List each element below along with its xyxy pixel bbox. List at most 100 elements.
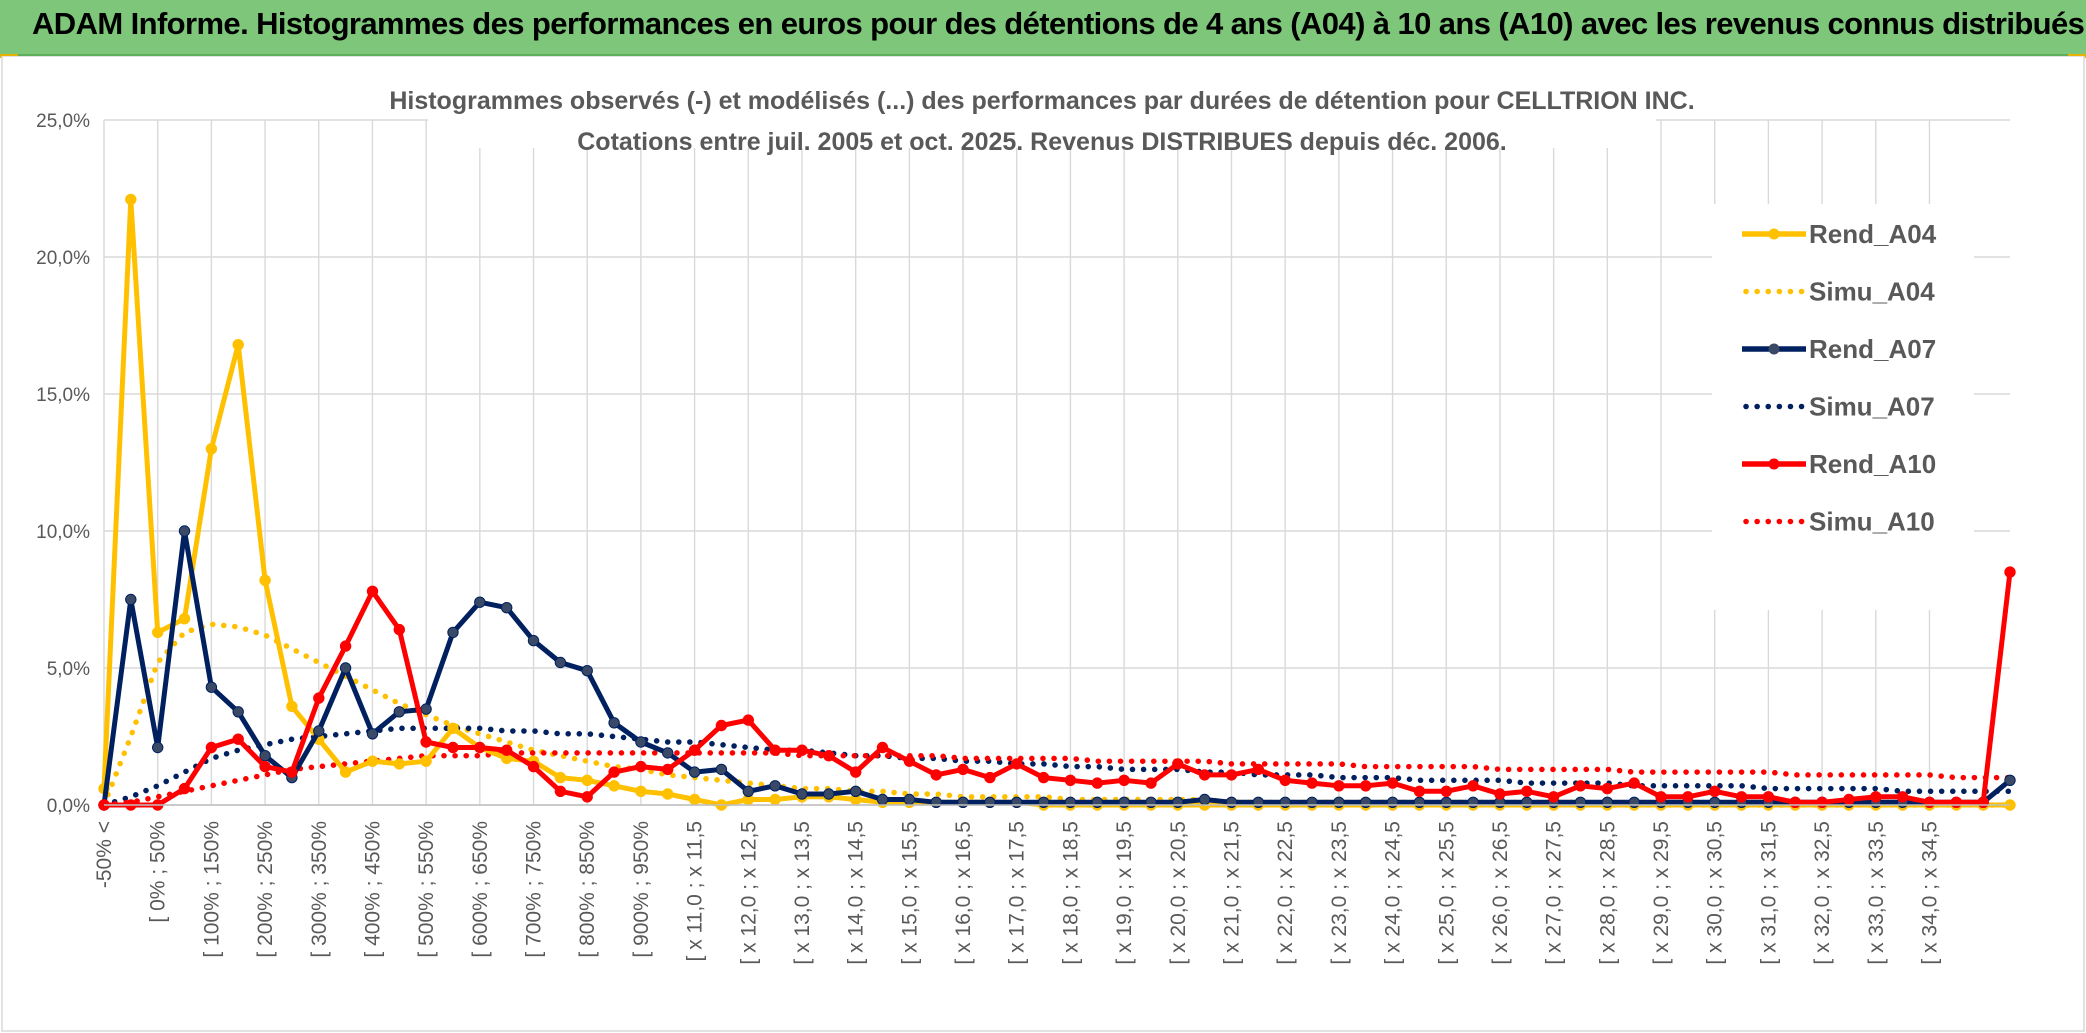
data-point xyxy=(1279,796,1291,808)
data-point xyxy=(903,755,916,767)
data-point xyxy=(1037,796,1050,808)
data-point xyxy=(1950,796,1963,808)
data-point xyxy=(742,714,754,726)
data-point xyxy=(1225,769,1238,781)
data-point xyxy=(984,796,996,808)
legend-item-rend-a10: Rend_A10 xyxy=(1742,449,1936,479)
data-point xyxy=(554,656,567,669)
report-banner: ADAM Informe. Histogrammes des performan… xyxy=(0,0,2086,56)
legend-item-simu-a10: Simu_A10 xyxy=(1743,507,1935,537)
data-point xyxy=(527,634,540,647)
data-point xyxy=(420,703,432,715)
data-point xyxy=(581,791,593,803)
data-point xyxy=(554,771,567,784)
data-point xyxy=(715,719,728,732)
x-tick-label: [ x 12,0 ; x 12,5 xyxy=(737,821,760,965)
data-point xyxy=(957,796,969,808)
data-point xyxy=(1333,780,1345,792)
data-point xyxy=(1547,791,1560,803)
series-rend-a10 xyxy=(98,566,2016,811)
x-tick-label: [ 200% ; 250% xyxy=(254,821,277,958)
data-point xyxy=(447,722,459,734)
chart-title: Histogrammes observés (-) et modélisés (… xyxy=(389,87,1694,115)
data-point xyxy=(688,766,701,778)
legend-label: Rend_A10 xyxy=(1809,449,1936,479)
data-point xyxy=(1440,796,1453,808)
data-point xyxy=(1870,791,1882,803)
data-point xyxy=(742,785,754,797)
y-tick-label: 10,0% xyxy=(36,522,90,543)
data-point xyxy=(1198,769,1211,781)
data-point xyxy=(420,736,432,748)
data-point xyxy=(1360,796,1372,808)
data-point xyxy=(1252,763,1265,776)
legend-label: Rend_A07 xyxy=(1809,334,1936,364)
data-point xyxy=(178,613,191,625)
data-point xyxy=(608,717,620,729)
data-point xyxy=(1064,796,1077,808)
data-point xyxy=(366,585,379,597)
y-tick-label: 25,0% xyxy=(36,111,90,132)
x-tick-label: [ 500% ; 550% xyxy=(415,821,438,958)
data-point xyxy=(1655,791,1667,803)
data-point xyxy=(1467,780,1479,792)
x-tick-label: [ 800% ; 850% xyxy=(576,821,599,958)
x-tick-label: [ x 33,0 ; x 33,5 xyxy=(1865,821,1888,965)
data-point xyxy=(393,758,405,770)
data-point xyxy=(581,665,593,677)
data-point xyxy=(1172,758,1184,770)
data-point xyxy=(850,766,862,778)
x-tick-label: [ x 20,0 ; x 20,5 xyxy=(1167,821,1190,965)
data-point xyxy=(1843,793,1855,806)
x-tick-label: [ 400% ; 450% xyxy=(361,821,384,958)
data-point xyxy=(527,760,540,773)
data-point xyxy=(1923,796,1936,808)
legend-label: Simu_A04 xyxy=(1809,277,1935,307)
data-point xyxy=(823,750,835,762)
data-point xyxy=(608,780,620,792)
data-point xyxy=(125,193,137,206)
data-point xyxy=(339,662,352,674)
data-point xyxy=(1118,796,1130,808)
data-point xyxy=(876,793,889,806)
data-point xyxy=(286,766,298,778)
data-point xyxy=(635,736,647,748)
data-point xyxy=(1628,777,1640,789)
data-point xyxy=(1816,796,1828,808)
y-tick-label: 15,0% xyxy=(36,385,90,406)
x-tick-label: [ x 30,0 ; x 30,5 xyxy=(1704,821,1727,965)
data-point xyxy=(1896,791,1909,803)
data-point xyxy=(1225,796,1238,808)
series-simu-a10 xyxy=(101,750,2013,808)
data-point xyxy=(1172,796,1184,808)
data-point xyxy=(259,760,271,773)
title-backdrop xyxy=(428,80,1656,148)
x-tick-label: [ x 15,0 ; x 15,5 xyxy=(898,821,921,965)
data-point xyxy=(1252,796,1265,808)
data-point xyxy=(313,692,325,704)
data-point xyxy=(608,766,620,778)
data-point xyxy=(1521,785,1533,797)
x-tick-label: [ 0% ; 50% xyxy=(147,821,170,923)
performance-histogram-chart: 0,0% 5,0% 10,0% 15,0% 20,0% 25,0% -50% < [ 0% ;… xyxy=(1,56,2085,1032)
data-point xyxy=(313,725,325,737)
data-point xyxy=(1279,774,1291,786)
report-title: ADAM Informe. Histogrammes des performan… xyxy=(32,6,2085,41)
data-point xyxy=(1037,771,1050,784)
x-tick-label: [ x 29,0 ; x 29,5 xyxy=(1650,821,1673,965)
data-point xyxy=(1145,796,1157,808)
data-point xyxy=(1413,785,1426,797)
data-point xyxy=(393,623,405,636)
data-point xyxy=(1386,796,1399,808)
x-tick-label: [ 600% ; 650% xyxy=(469,821,492,958)
data-point xyxy=(1977,796,1989,808)
x-tick-label: [ x 19,0 ; x 19,5 xyxy=(1113,821,1136,965)
y-tick-label: 0,0% xyxy=(47,796,90,817)
legend: Rend_A04 Simu_A04 Rend_A07 Simu_A07 Rend_A10… xyxy=(1712,204,1974,610)
data-point xyxy=(715,763,728,776)
data-point xyxy=(796,744,808,756)
data-point xyxy=(205,741,218,754)
data-point xyxy=(930,796,942,808)
data-point xyxy=(581,774,593,786)
